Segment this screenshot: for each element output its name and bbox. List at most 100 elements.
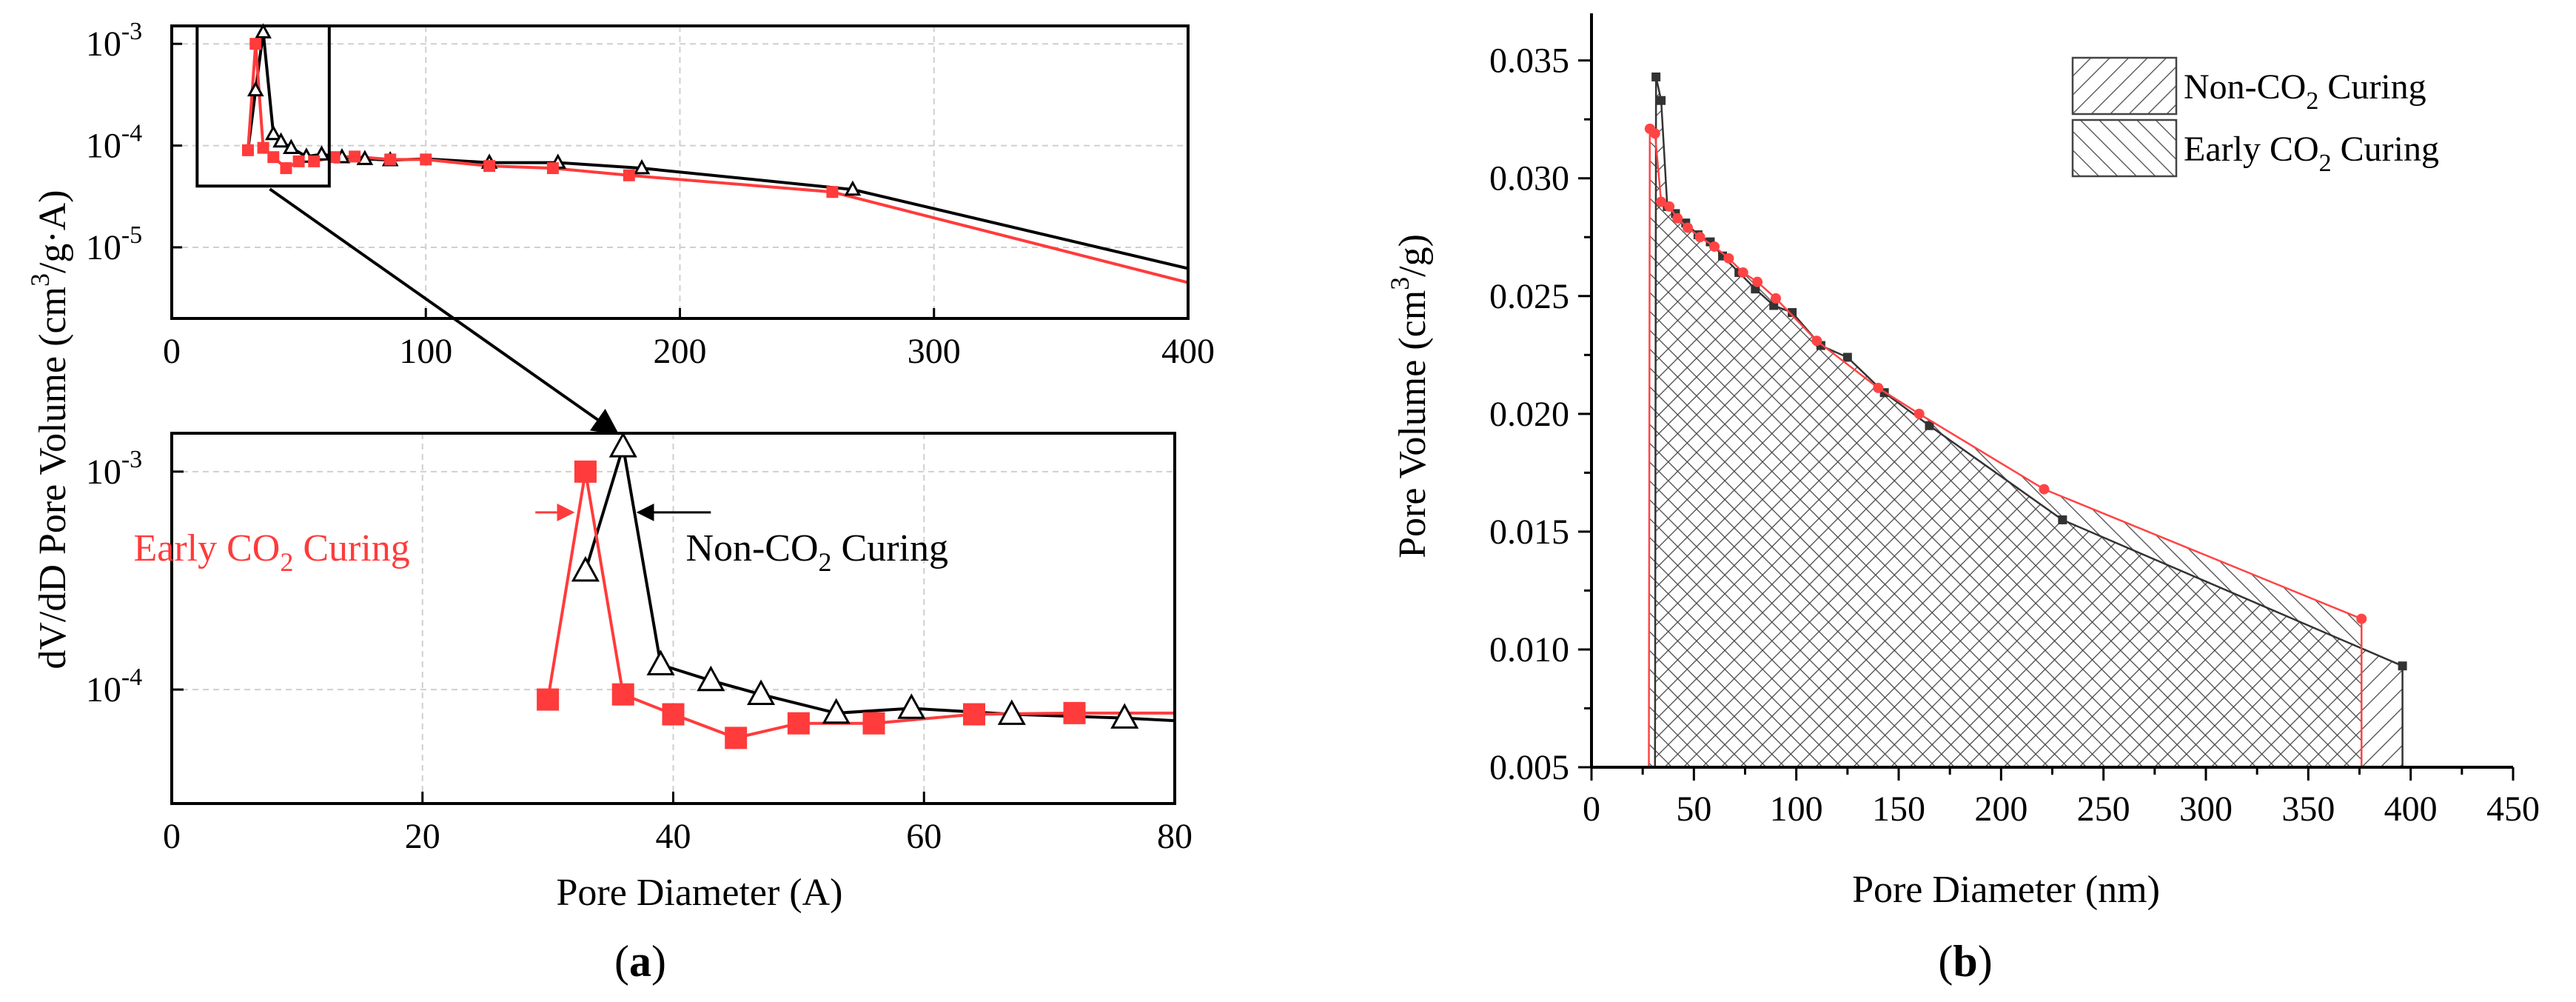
y-tick-exp: -3 <box>121 446 142 473</box>
zoom-arrow <box>269 187 620 435</box>
marker-square <box>611 683 634 706</box>
marker-square <box>257 141 269 154</box>
panel-letter: a <box>629 937 651 986</box>
panel-paren: ( <box>614 937 629 986</box>
series-line <box>546 471 1175 740</box>
legend-text: Curing <box>2332 130 2439 169</box>
x-tick-label: 50 <box>1676 789 1711 829</box>
ylabel-sup: 3 <box>1385 277 1415 290</box>
y-tick-label: 0.030 <box>1489 159 1569 198</box>
marker-square <box>420 153 432 166</box>
x-tick-label: 40 <box>656 817 691 856</box>
x-tick-label: 80 <box>1157 817 1193 856</box>
marker-triangle <box>633 158 651 175</box>
annotation-text: Non-CO <box>685 527 818 570</box>
y-tick-exp: -4 <box>121 664 142 691</box>
x-tick-label: 60 <box>906 817 942 856</box>
x-tick-label: 400 <box>1161 332 1215 371</box>
series-line <box>246 32 1188 270</box>
chart-b-y-ticks: 0.005 0.010 0.015 0.020 0.025 0.030 0.035 <box>1489 41 1591 787</box>
x-tick-label: 100 <box>399 332 452 371</box>
panel-paren: ) <box>651 937 666 986</box>
marker-dot <box>1752 276 1763 287</box>
marker-dot <box>2356 613 2367 624</box>
marker-triangle <box>246 81 264 97</box>
marker-square <box>725 727 748 749</box>
y-tick-label: 0.015 <box>1489 512 1569 552</box>
annotation-text: Early CO <box>134 527 281 570</box>
x-tick-label: 200 <box>1974 789 2027 829</box>
marker-dot <box>1723 253 1734 264</box>
marker-square <box>574 460 597 483</box>
marker-dot <box>1913 408 1925 419</box>
panel-label-b: (b) <box>1938 937 1992 986</box>
y-tick-label: 0.010 <box>1489 630 1569 669</box>
panel-letter: b <box>1953 937 1977 986</box>
y-tick-label: 10-3 <box>86 446 142 492</box>
marker-dot <box>1664 201 1675 212</box>
marker-triangle <box>844 180 862 196</box>
marker-triangle <box>255 23 272 39</box>
x-tick-label: 350 <box>2281 789 2335 829</box>
y-tick-label: 0.020 <box>1489 395 1569 434</box>
y-tick-exp: -5 <box>121 221 142 249</box>
ylabel-sup: 3 <box>25 273 55 287</box>
marker-square <box>787 712 810 735</box>
x-tick-label: 0 <box>163 817 181 856</box>
x-tick-label: 400 <box>2384 789 2438 829</box>
annotation-text: Curing <box>293 527 409 570</box>
chart-b: 0 50 100 150 200 250 300 350 400 450 0.0050.0100.… <box>1489 13 2540 829</box>
marker-triangle <box>571 555 600 582</box>
chart-a-top-series <box>241 23 1188 284</box>
x-tick-label: 0 <box>1583 789 1600 829</box>
y-tick-base: 10 <box>86 127 121 166</box>
area-outline <box>1648 127 2362 768</box>
marker-dot <box>1811 335 1822 347</box>
marker-square <box>963 703 985 726</box>
x-tick-label: 200 <box>654 332 707 371</box>
marker-square <box>1657 96 1666 105</box>
marker-square <box>308 155 321 167</box>
legend-text: Early CO <box>2184 130 2319 169</box>
marker-triangle <box>646 649 675 675</box>
chart-b-y-axis-label: Pore Volume (cm3/g) <box>1385 234 1434 558</box>
chart-a-bottom-grid <box>172 433 1175 804</box>
legend-text: Curing <box>2318 67 2426 107</box>
chart-a-y-axis-label: dV/dD Pore Volume (cm3/g·A) <box>25 190 74 669</box>
chart-b-x-axis-label: Pore Diameter (nm) <box>1852 869 2160 911</box>
marker-triangle <box>356 150 374 165</box>
x-tick-label: 0 <box>163 332 181 371</box>
panel-paren: ) <box>1978 937 1993 986</box>
marker-dot <box>1694 232 1705 243</box>
marker-square <box>384 153 397 166</box>
legend-label: Early CO2 Curing <box>2184 130 2439 177</box>
marker-square <box>2398 661 2407 671</box>
marker-square <box>662 703 685 726</box>
marker-dot <box>1672 213 1683 224</box>
x-tick-label: 150 <box>1872 789 1925 829</box>
x-tick-label: 20 <box>405 817 440 856</box>
marker-dot <box>1771 293 1781 304</box>
marker-square <box>2058 515 2067 524</box>
marker-triangle <box>697 665 725 692</box>
chart-a-top-x-ticks: 0 100 200 300 400 <box>163 308 1215 371</box>
y-tick-label: 0.035 <box>1489 41 1569 81</box>
annotation-label: Non-CO2 Curing <box>685 527 948 577</box>
y-tick-base: 10 <box>86 24 121 64</box>
marker-square <box>537 688 560 711</box>
marker-square <box>349 150 361 163</box>
marker-triangle <box>264 124 282 141</box>
marker-square <box>249 38 262 50</box>
ylabel-text: Pore Volume (cm <box>1392 290 1434 558</box>
marker-triangle <box>608 432 637 458</box>
annotation-text: Curing <box>832 527 948 570</box>
legend-swatch <box>2071 118 2178 178</box>
x-tick-label: 250 <box>2077 789 2130 829</box>
marker-triangle <box>1110 703 1139 729</box>
legend-sub: 2 <box>2319 150 2332 177</box>
panel-label-a: (a) <box>614 937 666 986</box>
marker-dot <box>1873 382 1884 393</box>
marker-triangle <box>822 698 851 724</box>
